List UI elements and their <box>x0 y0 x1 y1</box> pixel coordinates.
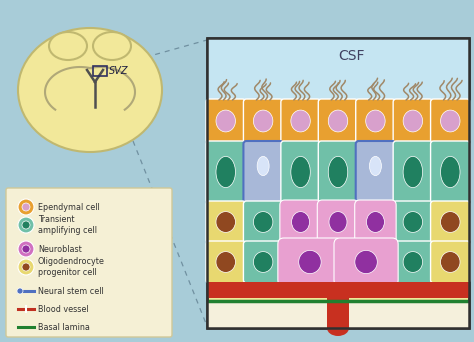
Bar <box>327 282 349 328</box>
Text: CSF: CSF <box>338 49 365 63</box>
FancyBboxPatch shape <box>318 141 358 203</box>
FancyBboxPatch shape <box>244 241 283 283</box>
Ellipse shape <box>403 110 423 132</box>
FancyBboxPatch shape <box>281 141 320 203</box>
Ellipse shape <box>216 110 236 132</box>
FancyBboxPatch shape <box>6 188 172 337</box>
Text: Basal lamina: Basal lamina <box>38 323 90 331</box>
Ellipse shape <box>93 32 131 60</box>
Circle shape <box>18 241 34 257</box>
FancyBboxPatch shape <box>430 99 470 143</box>
FancyBboxPatch shape <box>281 99 320 143</box>
FancyBboxPatch shape <box>206 241 246 283</box>
Circle shape <box>17 288 23 294</box>
Ellipse shape <box>403 252 423 272</box>
Ellipse shape <box>329 212 347 233</box>
FancyBboxPatch shape <box>356 141 395 203</box>
FancyBboxPatch shape <box>318 99 358 143</box>
Ellipse shape <box>440 110 460 132</box>
FancyBboxPatch shape <box>206 141 246 203</box>
FancyBboxPatch shape <box>206 201 246 243</box>
Circle shape <box>18 259 34 275</box>
Text: Ependymal cell: Ependymal cell <box>38 202 100 211</box>
Bar <box>207 38 469 328</box>
Ellipse shape <box>328 110 348 132</box>
Ellipse shape <box>403 156 423 188</box>
FancyBboxPatch shape <box>206 99 246 143</box>
Text: Oligodendrocyte
progenitor cell: Oligodendrocyte progenitor cell <box>38 257 105 277</box>
Ellipse shape <box>291 156 310 188</box>
Text: SVZ: SVZ <box>109 66 128 76</box>
Bar <box>207 301 469 328</box>
Bar <box>207 282 469 298</box>
FancyBboxPatch shape <box>393 201 433 243</box>
FancyBboxPatch shape <box>278 238 342 286</box>
Ellipse shape <box>254 252 273 272</box>
Ellipse shape <box>257 156 269 175</box>
FancyBboxPatch shape <box>393 241 433 283</box>
Text: Transient
amplifying cell: Transient amplifying cell <box>38 215 97 235</box>
Text: Neural stem cell: Neural stem cell <box>38 287 104 295</box>
Circle shape <box>22 203 30 211</box>
Ellipse shape <box>327 320 349 336</box>
FancyBboxPatch shape <box>280 200 321 244</box>
Ellipse shape <box>216 212 236 233</box>
Ellipse shape <box>291 110 310 132</box>
Ellipse shape <box>49 32 87 60</box>
Text: Neuroblast: Neuroblast <box>38 245 82 253</box>
FancyBboxPatch shape <box>355 200 396 244</box>
FancyBboxPatch shape <box>430 201 470 243</box>
Text: Blood vessel: Blood vessel <box>38 304 89 314</box>
Ellipse shape <box>299 250 321 274</box>
FancyBboxPatch shape <box>244 141 283 203</box>
FancyBboxPatch shape <box>317 200 359 244</box>
Ellipse shape <box>366 110 385 132</box>
Ellipse shape <box>369 156 382 175</box>
Ellipse shape <box>328 156 348 188</box>
FancyBboxPatch shape <box>430 141 470 203</box>
FancyBboxPatch shape <box>393 99 433 143</box>
Ellipse shape <box>355 250 377 274</box>
Circle shape <box>18 199 34 215</box>
FancyBboxPatch shape <box>244 99 283 143</box>
Ellipse shape <box>216 156 236 188</box>
Ellipse shape <box>440 156 460 188</box>
Circle shape <box>18 217 34 233</box>
FancyBboxPatch shape <box>393 141 433 203</box>
Ellipse shape <box>440 252 460 272</box>
Ellipse shape <box>254 110 273 132</box>
Circle shape <box>22 245 30 253</box>
Ellipse shape <box>366 212 384 233</box>
Bar <box>93 66 107 76</box>
Ellipse shape <box>403 212 423 233</box>
Bar <box>207 38 469 328</box>
FancyBboxPatch shape <box>244 201 283 243</box>
Ellipse shape <box>216 252 236 272</box>
Ellipse shape <box>292 212 310 233</box>
Circle shape <box>22 221 30 229</box>
Ellipse shape <box>254 212 273 233</box>
FancyBboxPatch shape <box>334 238 398 286</box>
Circle shape <box>22 263 30 271</box>
Bar <box>207 38 469 100</box>
FancyBboxPatch shape <box>356 99 395 143</box>
Ellipse shape <box>440 212 460 233</box>
Ellipse shape <box>18 28 162 152</box>
FancyBboxPatch shape <box>430 241 470 283</box>
